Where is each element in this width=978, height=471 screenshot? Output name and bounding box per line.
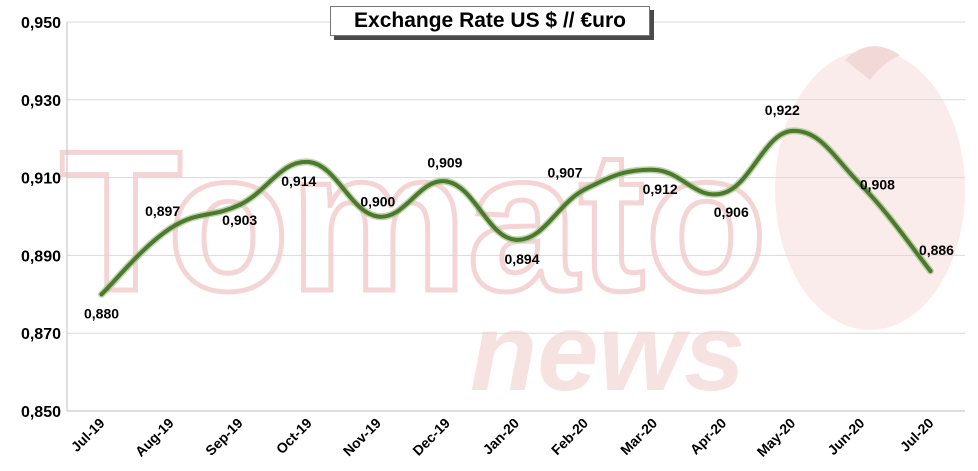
x-tick-label: Nov-19 [340, 415, 384, 459]
data-point [375, 214, 380, 219]
data-point [583, 187, 588, 192]
y-tick-labels: 0,850 0,870 0,890 0,910 0,930 0,950 [21, 15, 61, 421]
x-tick-label: Apr-20 [687, 415, 730, 458]
x-tick-labels: Jul-19 Aug-19 Sep-19 Oct-19 Nov-19 Dec-19 Jan-… [68, 415, 937, 460]
data-label: 0,908 [860, 176, 895, 192]
data-label: 0,880 [84, 305, 119, 321]
data-point [168, 226, 173, 231]
series-layer [98, 127, 934, 298]
x-tick-label: Jun-20 [824, 415, 867, 458]
y-tick-label: 0,910 [21, 171, 61, 188]
x-tick-label: Jul-19 [68, 415, 108, 455]
data-label: 0,922 [765, 102, 800, 118]
watermark-word-news: news [470, 291, 745, 414]
axes [66, 22, 965, 412]
chart-title-box: Exchange Rate US $ // €uro [330, 6, 650, 36]
y-tick-label: 0,870 [21, 326, 61, 343]
chart-title: Exchange Rate US $ // €uro [354, 9, 626, 32]
tomato-leaf-watermark-icon [845, 46, 900, 80]
data-label: 0,894 [504, 251, 539, 267]
data-point [790, 128, 795, 133]
data-point [306, 160, 311, 165]
y-tick-label: 0,930 [21, 93, 61, 110]
x-tick-label: May-20 [754, 415, 799, 460]
data-point [928, 268, 933, 273]
data-label: 0,906 [714, 204, 749, 220]
data-point [514, 237, 518, 242]
data-label: 0,903 [222, 212, 257, 228]
x-tick-label: Sep-19 [202, 415, 246, 459]
y-tick-label: 0,850 [21, 404, 61, 421]
data-label: 0,909 [427, 154, 462, 170]
data-label: 0,886 [919, 242, 954, 258]
data-label: 0,912 [643, 181, 678, 197]
x-tick-label: Feb-20 [548, 415, 591, 458]
y-tick-label: 0,950 [21, 15, 61, 32]
x-tick-label: Aug-19 [132, 415, 177, 460]
x-tick-label: Dec-19 [409, 415, 453, 459]
y-tick-label: 0,890 [21, 248, 61, 265]
data-point [237, 202, 242, 207]
data-labels: 0,880 0,897 0,903 0,914 0,900 0,909 0,894 0,907… [84, 102, 954, 321]
data-label: 0,907 [548, 164, 583, 180]
data-point [99, 292, 104, 297]
data-label: 0,897 [145, 203, 180, 219]
x-tick-label: Oct-19 [273, 415, 315, 457]
x-tick-label: Mar-20 [617, 415, 660, 458]
data-point [652, 167, 657, 172]
x-tick-label: Jan-20 [479, 415, 522, 458]
data-point [721, 191, 726, 196]
data-label: 0,914 [281, 173, 316, 189]
data-point [444, 179, 449, 184]
data-label: 0,900 [360, 194, 395, 210]
data-point [859, 183, 864, 188]
x-tick-label: Jul-20 [897, 415, 937, 455]
